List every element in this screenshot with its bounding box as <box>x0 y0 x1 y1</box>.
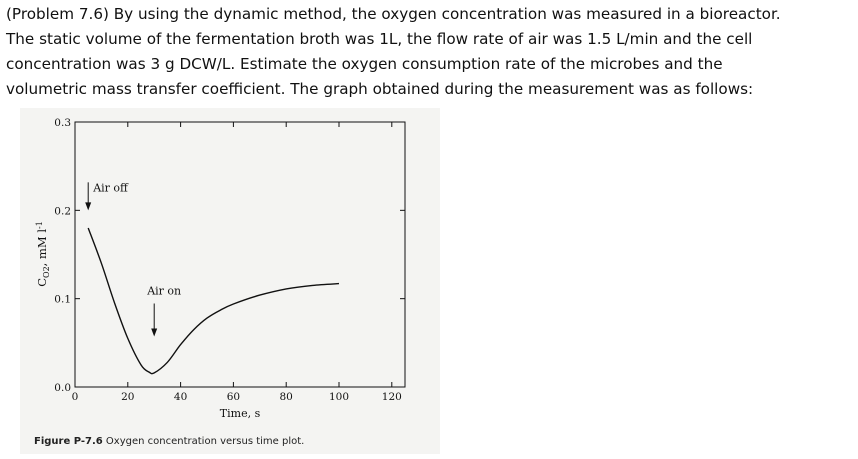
problem-line-2: The static volume of the fermentation br… <box>6 30 753 48</box>
x-tick-label: 120 <box>382 391 402 403</box>
y-tick-label: 0.3 <box>54 117 71 129</box>
problem-line-4: volumetric mass transfer coefficient. Th… <box>6 80 754 98</box>
air-off-arrow-head <box>85 202 92 211</box>
figure-panel: 0 20 40 60 80 100 120 0.0 0.1 0.2 0.3 Air off Air o… <box>20 108 440 454</box>
x-tick-label: 20 <box>121 391 134 403</box>
figure-caption: Figure P-7.6 Oxygen concentration versus… <box>34 436 304 447</box>
caption-label: Figure P-7.6 <box>34 436 103 447</box>
y-tick-label: 0.0 <box>54 382 71 394</box>
x-axis-label: Time, s <box>220 407 261 420</box>
problem-line-3: concentration was 3 g DCW/L. Estimate th… <box>6 55 723 73</box>
problem-line-1: (Problem 7.6) By using the dynamic metho… <box>6 5 781 23</box>
x-tick-label: 0 <box>72 391 79 403</box>
y-tick-label: 0.2 <box>54 205 71 217</box>
y-tick-label: 0.1 <box>54 294 71 306</box>
x-tick-label: 100 <box>329 391 349 403</box>
x-tick-label: 60 <box>227 391 240 403</box>
plot-frame <box>74 121 406 388</box>
y-axis-label: CO2, mM l-1 <box>35 221 51 287</box>
x-tick-label: 40 <box>174 391 187 403</box>
caption-text: Oxygen concentration versus time plot. <box>102 436 305 447</box>
problem-statement: (Problem 7.6) By using the dynamic metho… <box>6 2 852 102</box>
series-line <box>87 227 340 375</box>
x-tick-label: 80 <box>280 391 293 403</box>
air-off-label: Air off <box>92 181 129 194</box>
air-on-label: Air on <box>146 285 181 298</box>
oxygen-concentration-chart: 0 20 40 60 80 100 120 0.0 0.1 0.2 0.3 Air off Air o… <box>35 117 406 420</box>
air-on-arrow-head <box>151 328 158 337</box>
